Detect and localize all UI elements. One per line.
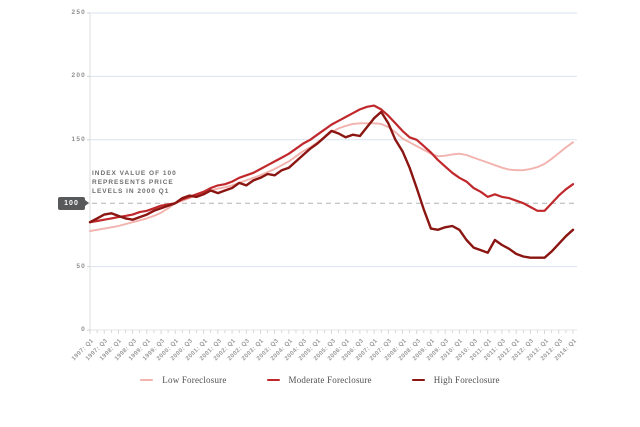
y-tick-label: 150 bbox=[71, 135, 86, 143]
legend: Low Foreclosure Moderate Foreclosure Hig… bbox=[0, 375, 640, 385]
series-line-2 bbox=[88, 110, 575, 259]
legend-item-high-foreclosure: High Foreclosure bbox=[411, 375, 500, 385]
reference-value-label: 100 bbox=[64, 199, 79, 207]
y-tick-label: 200 bbox=[71, 72, 86, 80]
low-foreclosure-swatch-icon bbox=[140, 378, 154, 382]
moderate-foreclosure-swatch-icon bbox=[266, 378, 280, 382]
legend-label: Moderate Foreclosure bbox=[288, 375, 372, 385]
reference-annotation: INDEX VALUE OF 100 REPRESENTS PRICE LEVE… bbox=[92, 169, 177, 196]
high-foreclosure-swatch-icon bbox=[411, 378, 425, 382]
legend-item-moderate-foreclosure: Moderate Foreclosure bbox=[266, 375, 372, 385]
y-tick-label: 0 bbox=[81, 326, 86, 333]
series-line-1 bbox=[88, 104, 575, 224]
y-tick-label: 50 bbox=[76, 262, 86, 270]
annotation-line-1: INDEX VALUE OF 100 bbox=[92, 170, 177, 177]
legend-label: High Foreclosure bbox=[433, 375, 500, 385]
legend-item-low-foreclosure: Low Foreclosure bbox=[140, 375, 226, 385]
reference-value-badge: 100 bbox=[58, 196, 89, 210]
annotation-line-3: LEVELS IN 2000 Q1 bbox=[92, 188, 170, 195]
y-tick-label: 250 bbox=[71, 9, 86, 16]
annotation-line-2: REPRESENTS PRICE bbox=[92, 179, 174, 186]
legend-label: Low Foreclosure bbox=[162, 375, 227, 385]
